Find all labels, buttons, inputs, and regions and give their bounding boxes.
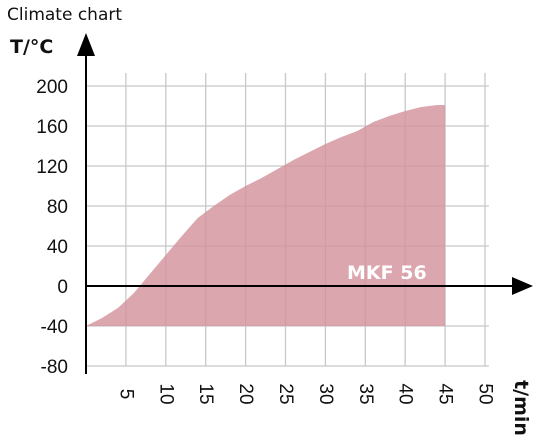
axes: [77, 33, 533, 374]
y-axis-title: T/°C: [10, 36, 53, 58]
x-axis-arrow: [512, 277, 533, 295]
y-tick-label: 0: [57, 277, 68, 298]
y-axis-arrow: [77, 33, 95, 56]
plot-area: MKF 56: [86, 105, 446, 326]
y-tick-label: 120: [36, 157, 68, 178]
y-tick-label: 200: [36, 77, 68, 98]
y-tick-label: 160: [36, 117, 68, 138]
series-area: [86, 105, 446, 326]
x-axis-title: t/min: [510, 380, 532, 436]
x-tick-label: 30: [315, 383, 336, 404]
x-tick-label: 25: [275, 383, 296, 404]
tick-labels: 200 160 120 80 40 0 -40 -80 5 10 15 20 25 30 35 40 45 50 T…: [10, 36, 532, 436]
y-tick-label: -80: [41, 357, 68, 378]
x-tick-label: 40: [395, 383, 416, 404]
x-tick-label: 10: [155, 383, 176, 404]
x-tick-label: 35: [355, 383, 376, 404]
x-tick-label: 45: [435, 383, 456, 404]
y-tick-label: -40: [41, 317, 68, 338]
x-tick-label: 15: [195, 383, 216, 404]
y-tick-label: 80: [47, 197, 68, 218]
x-tick-label: 5: [115, 389, 136, 400]
x-tick-label: 20: [235, 383, 256, 404]
series-label: MKF 56: [347, 262, 427, 284]
chart-title: Climate chart: [7, 5, 123, 25]
y-tick-label: 40: [47, 237, 68, 258]
x-tick-label: 50: [475, 383, 496, 404]
